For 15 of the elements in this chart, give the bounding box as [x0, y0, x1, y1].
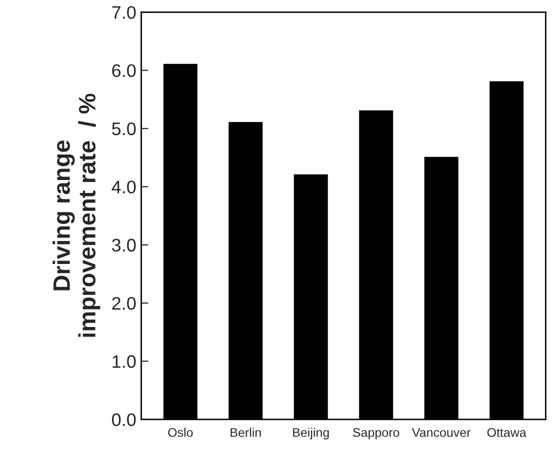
x-tick-label: Sapporo: [353, 428, 400, 440]
x-tick-label: Beijing: [293, 428, 329, 440]
x-tick-label: Vancouver: [412, 428, 471, 437]
y-tick-label: 6.0: [112, 64, 136, 78]
y-tick-label: 1.0: [112, 355, 136, 368]
y-tick-label: 3.0: [112, 238, 136, 252]
y-tick-label: 5.0: [112, 122, 136, 136]
y-tick-label: 7.0: [112, 6, 136, 19]
x-tick-label: Ottawa: [487, 428, 526, 437]
x-tick-label: Berlin: [230, 428, 261, 437]
y-tick-label: 4.0: [112, 180, 136, 194]
y-tick-label: 0.0: [112, 413, 136, 426]
y-axis-title: Driving range improvement rate / %: [52, 94, 100, 337]
x-tick-label: Oslo: [168, 428, 193, 437]
y-tick-label: 2.0: [112, 296, 136, 310]
